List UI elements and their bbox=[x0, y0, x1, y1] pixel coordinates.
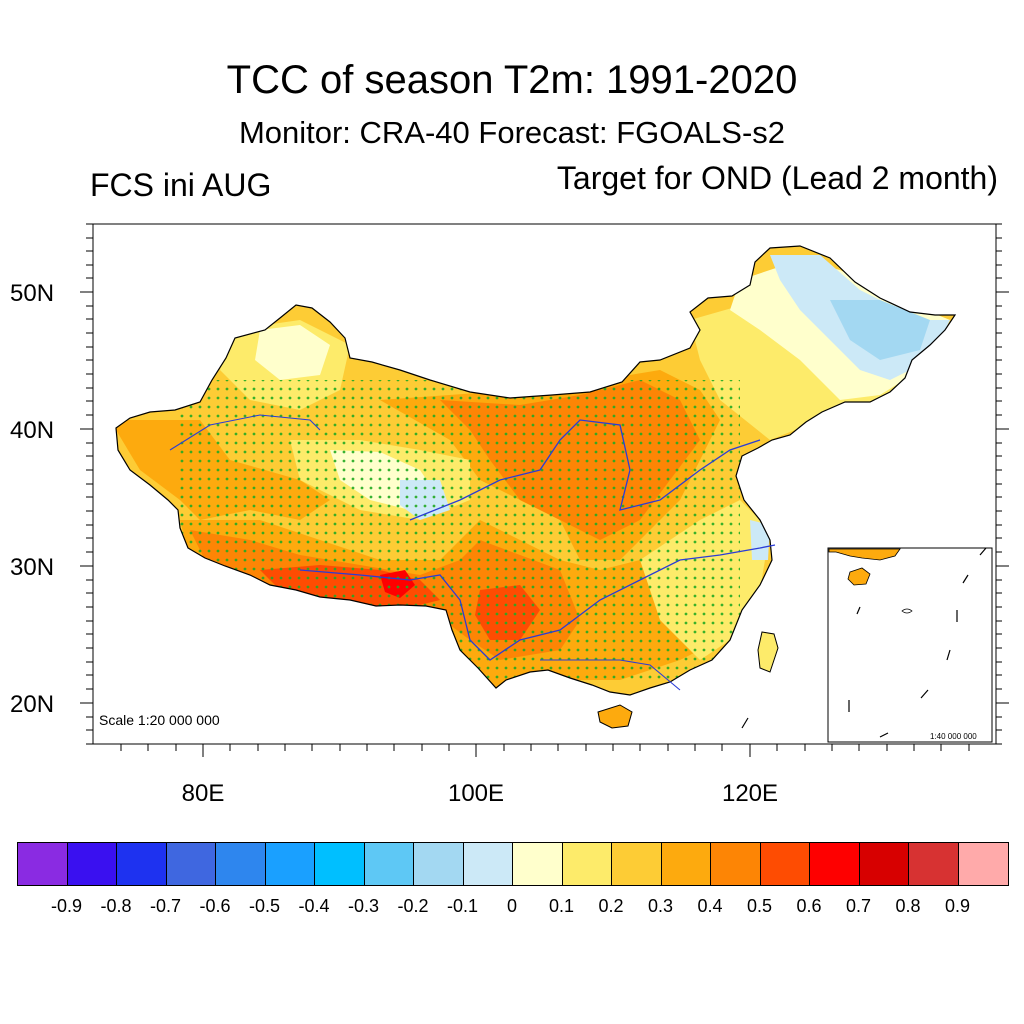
lat-label-20n: 20N bbox=[10, 691, 55, 718]
pearl-river bbox=[540, 659, 681, 691]
colorbar-tick-label: -0.1 bbox=[446, 896, 479, 916]
colorbar-box bbox=[859, 843, 909, 885]
colorbar-box bbox=[117, 843, 167, 885]
colorbar-tick-label: 0.7 bbox=[845, 896, 872, 916]
colorbar-box bbox=[810, 843, 860, 885]
colorbar-box bbox=[18, 843, 68, 885]
colorbar-box bbox=[265, 843, 315, 885]
colorbar-tick-label: -0.3 bbox=[347, 896, 380, 916]
lat-label-30n: 30N bbox=[10, 554, 55, 581]
inset-coast bbox=[828, 548, 901, 561]
colorbar-tick-label: -0.9 bbox=[50, 896, 83, 916]
colorbar-tick-label: -0.6 bbox=[199, 896, 231, 916]
colorbar-tick-label: -0.5 bbox=[248, 896, 281, 916]
colorbar-box bbox=[463, 843, 513, 885]
colorbar-box bbox=[760, 843, 810, 885]
colorbar-tick-label: 0.8 bbox=[895, 896, 921, 916]
lat-label-50n: 50N bbox=[10, 280, 55, 307]
colorbar-tick-label: -0.4 bbox=[298, 896, 330, 916]
lon-label-120e: 120E bbox=[721, 780, 779, 807]
colorbar bbox=[17, 842, 1009, 886]
colorbar-box bbox=[364, 843, 414, 885]
yangtze-river bbox=[299, 544, 776, 661]
nine-dash-line-main bbox=[741, 717, 749, 729]
colorbar-box bbox=[958, 843, 1008, 885]
taiwan-island bbox=[757, 631, 779, 673]
tarim-river bbox=[169, 414, 321, 451]
lon-label-100e: 100E bbox=[447, 780, 505, 807]
inset-scale: 1:40 000 000 bbox=[930, 732, 977, 741]
china-border bbox=[115, 245, 957, 696]
colorbar-box bbox=[216, 843, 266, 885]
colorbar-box bbox=[315, 843, 365, 885]
colorbar-tick-label: 0.6 bbox=[796, 896, 822, 916]
colorbar-tick-label: 0.3 bbox=[647, 896, 674, 916]
colorbar-tick-label: -0.7 bbox=[149, 896, 182, 916]
colorbar-tick-label: 0.1 bbox=[548, 896, 575, 916]
figure-title: TCC of season T2m: 1991-2020 bbox=[226, 58, 798, 102]
colorbar-box bbox=[166, 843, 216, 885]
map-scale: Scale 1:20 000 000 bbox=[99, 712, 220, 728]
inset-dashes bbox=[848, 547, 987, 738]
colorbar-tick-label: 0.4 bbox=[697, 896, 723, 916]
colorbar-tick-label: 0 bbox=[506, 896, 518, 916]
colorbar-box bbox=[711, 843, 761, 885]
yellow-river bbox=[409, 419, 761, 521]
colorbar-box bbox=[67, 843, 117, 885]
init-label: FCS ini AUG bbox=[90, 167, 272, 203]
contour-neg-ne-strong bbox=[830, 300, 930, 360]
inset-hainan bbox=[847, 567, 871, 586]
figure-subtitle: Monitor: CRA-40 Forecast: FGOALS-s2 bbox=[238, 115, 786, 150]
colorbar-tick-label: 0.5 bbox=[746, 896, 773, 916]
colorbar-box bbox=[414, 843, 464, 885]
colorbar-box bbox=[612, 843, 662, 885]
colorbar-box bbox=[661, 843, 711, 885]
axis-ticks bbox=[80, 223, 1009, 757]
colorbar-box bbox=[562, 843, 612, 885]
colorbar-box bbox=[909, 843, 959, 885]
hainan-island bbox=[597, 704, 633, 729]
lat-label-40n: 40N bbox=[10, 417, 55, 444]
colorbar-tick-label: 0.9 bbox=[944, 896, 971, 916]
inset-islands bbox=[901, 608, 913, 614]
colorbar-tick-label: -0.2 bbox=[397, 896, 429, 916]
lon-label-80e: 80E bbox=[181, 780, 225, 807]
target-label: Target for OND (Lead 2 month) bbox=[556, 160, 998, 196]
colorbar-box bbox=[513, 843, 563, 885]
contour-0.1-tarim bbox=[255, 325, 330, 380]
colorbar-tick-label: -0.8 bbox=[100, 896, 132, 916]
colorbar-tick-label: 0.2 bbox=[598, 896, 624, 916]
